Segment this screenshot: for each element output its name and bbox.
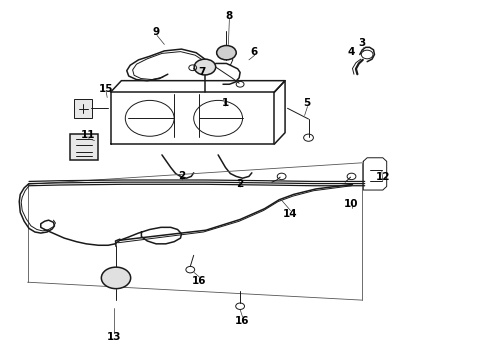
Text: 2: 2 [237,179,244,189]
Text: 9: 9 [152,27,160,37]
Text: 13: 13 [107,332,122,342]
Text: 1: 1 [222,98,229,108]
Text: 16: 16 [235,316,250,325]
Text: 8: 8 [226,11,233,21]
Text: 6: 6 [250,46,257,57]
Text: 14: 14 [283,209,298,219]
Circle shape [101,267,131,289]
Text: 16: 16 [191,276,206,286]
Text: 2: 2 [178,171,185,181]
Text: 4: 4 [348,46,355,57]
Circle shape [194,59,216,75]
Text: 3: 3 [359,38,366,48]
Text: 12: 12 [375,172,390,182]
FancyBboxPatch shape [70,134,98,160]
Circle shape [217,45,236,60]
Text: 5: 5 [303,98,311,108]
FancyBboxPatch shape [74,99,92,118]
Text: 11: 11 [80,130,95,140]
Text: 15: 15 [98,84,113,94]
Text: 7: 7 [198,67,206,77]
Text: 10: 10 [344,199,359,210]
